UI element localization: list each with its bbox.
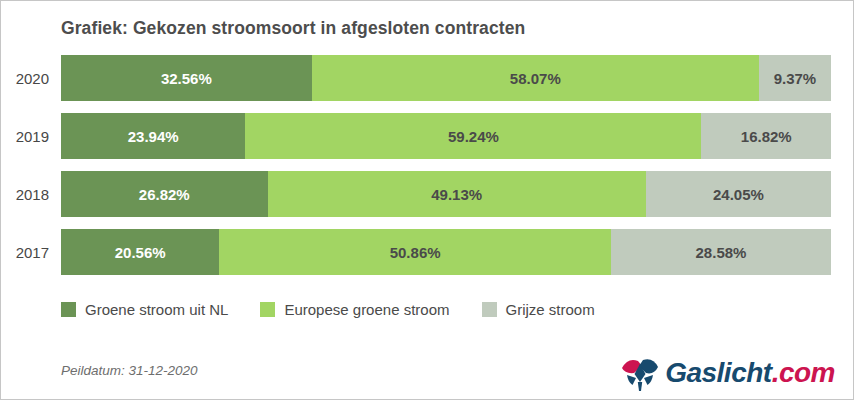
chart-title: Grafiek: Gekozen stroomsoort in afgeslot… xyxy=(61,18,833,39)
bar-value-label: 9.37% xyxy=(774,70,817,87)
year-label: 2020 xyxy=(1,70,49,87)
bar-segment-groene-stroom-uit-nl: 20.56% xyxy=(61,229,219,275)
bar-value-label: 49.13% xyxy=(431,186,482,203)
chart-row-2018: 2018 26.82% 49.13% 24.05% xyxy=(1,171,831,217)
stacked-bar-chart: 2020 32.56% 58.07% 9.37% 2019 23.94% 59.24% 16.… xyxy=(1,55,831,275)
bar-segment-grijze-stroom: 24.05% xyxy=(646,171,831,217)
legend-swatch xyxy=(61,302,76,317)
legend-label: Europese groene stroom xyxy=(284,301,449,318)
legend-item-grijze-stroom: Grijze stroom xyxy=(482,301,595,318)
bar-track: 32.56% 58.07% 9.37% xyxy=(61,55,831,101)
gaslicht-logo-text: Gaslicht.com xyxy=(665,357,835,389)
bar-value-label: 26.82% xyxy=(139,186,190,203)
bar-track: 23.94% 59.24% 16.82% xyxy=(61,113,831,159)
bar-value-label: 23.94% xyxy=(128,128,179,145)
bar-segment-grijze-stroom: 28.58% xyxy=(611,229,831,275)
logo-text-main: Gaslicht xyxy=(665,357,771,388)
legend-label: Grijze stroom xyxy=(506,301,595,318)
chart-row-2019: 2019 23.94% 59.24% 16.82% xyxy=(1,113,831,159)
bar-segment-grijze-stroom: 16.82% xyxy=(701,113,831,159)
bar-segment-groene-stroom-uit-nl: 26.82% xyxy=(61,171,268,217)
gaslicht-logo[interactable]: Gaslicht.com xyxy=(620,354,835,392)
bar-value-label: 28.58% xyxy=(696,244,747,261)
bar-value-label: 16.82% xyxy=(741,128,792,145)
gaslicht-logo-icon xyxy=(620,354,660,392)
bar-value-label: 20.56% xyxy=(115,244,166,261)
logo-text-suffix: .com xyxy=(772,357,835,388)
chart-row-2017: 2017 20.56% 50.86% 28.58% xyxy=(1,229,831,275)
bar-value-label: 58.07% xyxy=(510,70,561,87)
legend-item-europese-groene-stroom: Europese groene stroom xyxy=(260,301,449,318)
legend-swatch xyxy=(260,302,275,317)
bar-segment-europese-groene-stroom: 49.13% xyxy=(268,171,646,217)
year-label: 2018 xyxy=(1,186,49,203)
bar-segment-europese-groene-stroom: 58.07% xyxy=(312,55,759,101)
legend-swatch xyxy=(482,302,497,317)
bar-segment-grijze-stroom: 9.37% xyxy=(759,55,831,101)
bar-track: 20.56% 50.86% 28.58% xyxy=(61,229,831,275)
bar-value-label: 32.56% xyxy=(161,70,212,87)
chart-legend: Groene stroom uit NL Europese groene stro… xyxy=(61,301,853,318)
chart-page: Grafiek: Gekozen stroomsoort in afgeslot… xyxy=(0,0,854,400)
bar-segment-europese-groene-stroom: 50.86% xyxy=(219,229,611,275)
bar-track: 26.82% 49.13% 24.05% xyxy=(61,171,831,217)
bar-value-label: 24.05% xyxy=(713,186,764,203)
bar-segment-groene-stroom-uit-nl: 23.94% xyxy=(61,113,245,159)
legend-label: Groene stroom uit NL xyxy=(85,301,228,318)
bar-segment-europese-groene-stroom: 59.24% xyxy=(245,113,701,159)
chart-row-2020: 2020 32.56% 58.07% 9.37% xyxy=(1,55,831,101)
year-label: 2017 xyxy=(1,244,49,261)
bar-value-label: 50.86% xyxy=(390,244,441,261)
bar-segment-groene-stroom-uit-nl: 32.56% xyxy=(61,55,312,101)
year-label: 2019 xyxy=(1,128,49,145)
chart-rows: 2020 32.56% 58.07% 9.37% 2019 23.94% 59.24% 16.… xyxy=(1,55,831,275)
reference-date-note: Peildatum: 31-12-2020 xyxy=(61,363,198,378)
legend-item-groene-stroom-uit-nl: Groene stroom uit NL xyxy=(61,301,228,318)
bar-value-label: 59.24% xyxy=(448,128,499,145)
